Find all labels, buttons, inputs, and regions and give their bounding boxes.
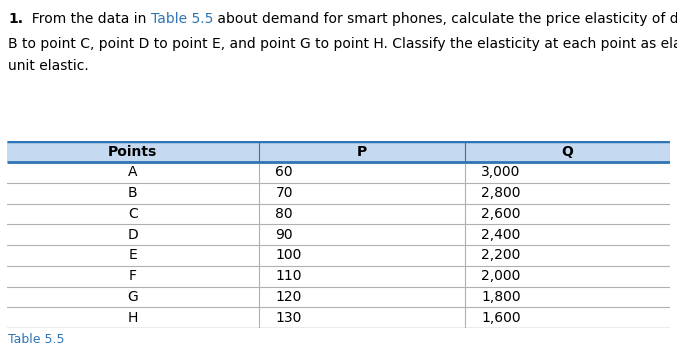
Text: Q: Q — [561, 145, 573, 159]
Text: 60: 60 — [276, 165, 293, 179]
Text: D: D — [127, 228, 138, 242]
Text: B to point C, point D to point E, and point G to point H. Classify the elasticit: B to point C, point D to point E, and po… — [8, 37, 677, 51]
Text: 100: 100 — [276, 248, 302, 262]
Text: F: F — [129, 269, 137, 283]
Text: 70: 70 — [276, 186, 293, 200]
Text: H: H — [128, 311, 138, 325]
Text: 2,800: 2,800 — [481, 186, 521, 200]
Text: 2,400: 2,400 — [481, 228, 521, 242]
Text: B: B — [128, 186, 137, 200]
Text: 1.: 1. — [8, 12, 23, 26]
Text: 2,000: 2,000 — [481, 269, 521, 283]
Text: Table 5.5: Table 5.5 — [8, 333, 64, 346]
Text: 1,600: 1,600 — [481, 311, 521, 325]
Text: 120: 120 — [276, 290, 302, 304]
Text: From the data in: From the data in — [23, 12, 151, 26]
Text: 2,600: 2,600 — [481, 207, 521, 221]
Text: 3,000: 3,000 — [481, 165, 521, 179]
FancyBboxPatch shape — [7, 141, 670, 162]
Text: Points: Points — [108, 145, 158, 159]
Text: C: C — [128, 207, 137, 221]
Text: 110: 110 — [276, 269, 302, 283]
Text: 80: 80 — [276, 207, 293, 221]
Text: Table 5.5: Table 5.5 — [151, 12, 213, 26]
Text: about demand for smart phones, calculate the price elasticity of demand from: po: about demand for smart phones, calculate… — [213, 12, 677, 26]
Text: A: A — [128, 165, 137, 179]
Text: unit elastic.: unit elastic. — [8, 59, 89, 73]
Text: G: G — [127, 290, 138, 304]
Text: P: P — [357, 145, 367, 159]
Text: 90: 90 — [276, 228, 293, 242]
Text: 2,200: 2,200 — [481, 248, 521, 262]
Text: 130: 130 — [276, 311, 302, 325]
Text: 1,800: 1,800 — [481, 290, 521, 304]
Text: E: E — [129, 248, 137, 262]
